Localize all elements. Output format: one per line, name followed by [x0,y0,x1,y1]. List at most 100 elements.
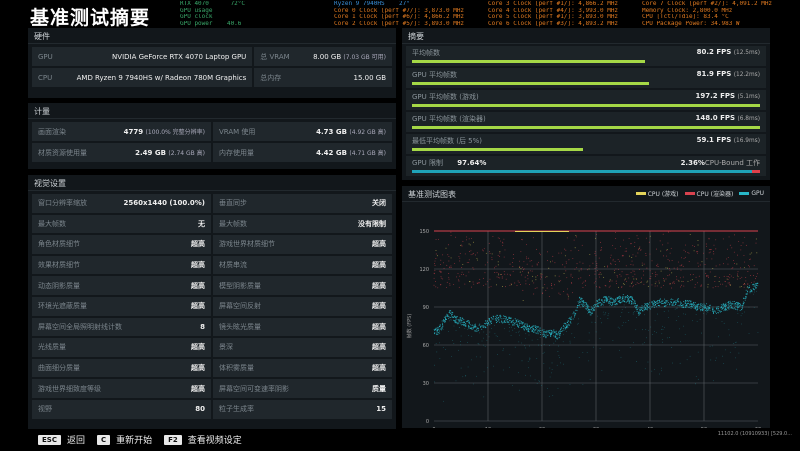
gpu-point [652,301,654,303]
gpu-point [590,313,592,315]
gpu-point [744,299,746,301]
cpu-point [656,248,657,250]
cpu-point [707,275,709,277]
gpu-point [616,303,618,305]
cpu-point [637,238,639,240]
gpu-point [580,303,582,305]
cpu-point [636,235,638,237]
benchmark-chart: 03060901201500102030405060时间 (秒)帧数 (FPS) [406,229,761,428]
setting-value: 15 [376,405,386,413]
gpu-point [508,317,510,319]
shortcut-key[interactable]: ESC [38,434,61,445]
gpu-point [471,359,472,361]
cpu-point [604,285,606,286]
gpu-point [621,296,623,298]
gpu-point [563,329,565,331]
shortcut-label[interactable]: 返回 [66,436,85,446]
gpu-point [717,312,719,314]
gpu-point [523,326,525,328]
setting-value: 关闭 [372,198,386,208]
shortcut-key[interactable]: C [96,434,111,445]
cpu-point [639,246,641,248]
gpu-point [685,306,687,308]
gpu-point [684,305,686,307]
value-detail: (100.0% 完整分辨率) [145,129,205,136]
cpu-point [478,282,480,284]
cpu-point [514,282,516,284]
gpu-point [537,333,539,335]
shortcut-key[interactable]: F2 [164,434,182,445]
gpu-point [625,322,627,323]
gpu-point [722,306,724,308]
gpu-point [618,298,620,300]
gpu-point [673,304,675,306]
cpu-point [511,284,513,286]
cpu-point [559,293,561,295]
gpu-point [745,293,747,295]
cpu-point [594,273,596,275]
cpu-point [519,271,521,273]
gpu-point [695,314,697,315]
gpu-point [533,331,535,333]
gpu-point [565,323,567,325]
setting-value: 8.00 GB (7.03 GB 可用) [313,52,386,61]
cpu-point [641,262,643,264]
gpu-point [736,368,738,370]
cpu-point [468,262,470,263]
gpu-point [526,326,528,328]
fps-value: 59.1 FPS [696,136,732,144]
gpu-point [693,307,695,309]
gpu-point [718,336,720,338]
gpu-point [478,324,480,326]
cpu-point [663,279,665,281]
shortcut-label[interactable]: 查看视频设定 [187,436,242,446]
cpu-point [658,282,660,284]
cpu-point [698,275,700,277]
gpu-point [675,320,677,321]
gpu-point [573,311,575,313]
setting-cell: VRAM 使用 4.73 GB (4.92 GB 高) [213,122,392,141]
gpu-point [709,309,711,311]
setting-cell: 粒子生成率 15 [213,399,392,419]
gpu-point [556,337,558,339]
shortcut-label[interactable]: 重新开始 [116,436,153,446]
cpu-point [573,239,575,241]
gpu-point [590,314,592,316]
cpu-point [462,240,464,242]
cpu-point [529,270,531,272]
value-detail: (2.74 GB 高) [168,150,205,157]
gpu-point [661,303,663,305]
cpu-point [676,268,678,270]
cpu-point [619,273,621,275]
gpu-point [518,389,520,391]
gpu-point [614,301,616,303]
gpu-point [657,300,659,302]
gpu-point [728,308,730,310]
setting-value: 无 [198,219,205,229]
gpu-point [455,330,457,332]
gpu-point [529,328,531,330]
gpu-point [589,379,591,380]
gpu-point [568,324,570,326]
gpu-point [538,331,540,333]
gpu-point [684,301,686,303]
gpu-point [636,361,637,362]
gpu-point [729,300,731,302]
summary-label: 最低平均帧数 (后 5%) [412,137,483,145]
cpu-point [470,254,472,256]
gpu-point [529,326,531,328]
cpu-point [625,247,627,249]
cpu-point [729,282,730,284]
gpu-point [519,334,520,336]
gpu-point [515,323,517,325]
gpu-point [674,303,676,305]
gpu-point [720,304,722,306]
gpu-point [438,330,440,332]
gpu-point [614,305,616,307]
cpu-point [733,251,735,253]
value-main: 4779 [123,128,144,136]
gpu-point [578,305,580,307]
gpu-point [572,313,574,315]
gpu-point [444,320,446,322]
setting-cell: 环境光遮蔽质量 超高 [32,296,211,316]
